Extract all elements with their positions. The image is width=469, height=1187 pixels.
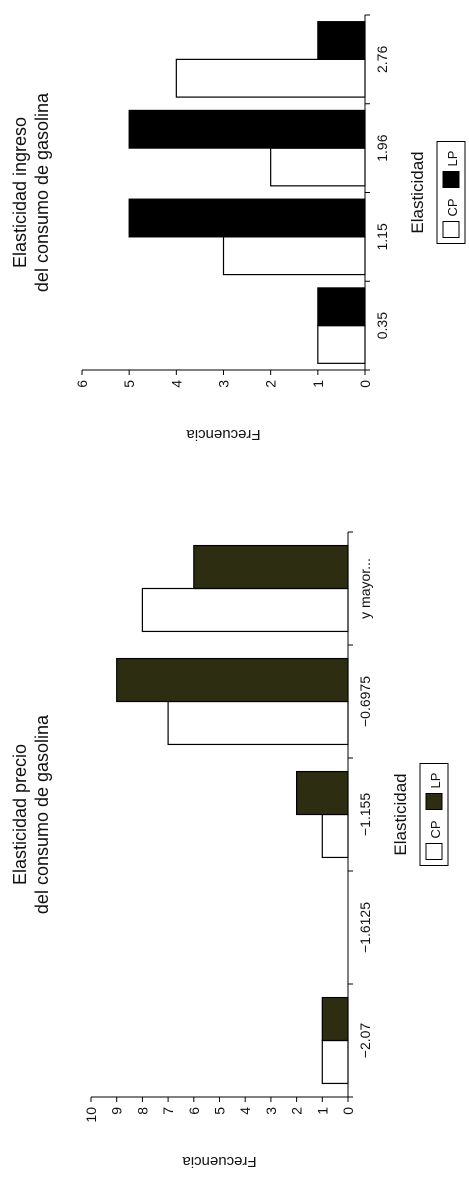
chart-1-legend-label-lp: LP xyxy=(445,151,460,167)
chart-1-bar-lp-4 xyxy=(317,21,366,60)
chart-1-bar-cp-1 xyxy=(317,325,366,364)
chart-1: Elasticidad ingreso del consumo de gasoli… xyxy=(10,14,466,443)
chart-2-bar-lp-5 xyxy=(193,544,349,590)
chart-2-ytick-label-3: 3 xyxy=(263,1107,279,1115)
chart-1-ytick-label-0: 0 xyxy=(357,380,373,388)
chart-2-legend-label-cp: CP xyxy=(428,820,443,838)
chart-2-ytick-label-5: 5 xyxy=(212,1107,228,1115)
chart-1-legend xyxy=(436,141,466,244)
chart-2-ytick-label-6: 6 xyxy=(186,1107,202,1115)
chart-1-ytick-label-6: 6 xyxy=(74,380,90,388)
chart-1-xlabel: Elasticidad xyxy=(408,151,427,233)
chart-2: Elasticidad precio del consumo de gasolin… xyxy=(10,531,449,1170)
chart-2-ytick-label-4: 4 xyxy=(237,1107,253,1115)
chart-2-ytick-label-2: 2 xyxy=(289,1107,305,1115)
chart-1-bar-lp-2 xyxy=(128,198,366,238)
chart-1-legend-swatch-cp xyxy=(442,221,460,238)
chart-2-category-label-1: −2.07 xyxy=(357,1023,373,1059)
chart-1-ytick-label-3: 3 xyxy=(216,380,232,388)
chart-2-bar-cp-5 xyxy=(141,587,349,633)
chart-2-legend-label-lp: LP xyxy=(428,773,443,789)
chart-1-category-label-3: 1.96 xyxy=(374,134,390,161)
chart-2-ytick-label-1: 1 xyxy=(314,1107,330,1115)
chart-2-category-label-3: −1.155 xyxy=(357,793,373,836)
chart-2-category-label-2: −1.6125 xyxy=(357,902,373,953)
chart-2-ytick-label-8: 8 xyxy=(134,1107,150,1115)
chart-2-bar-cp-4 xyxy=(167,700,349,746)
chart-2-bar-cp-1 xyxy=(321,1039,349,1085)
chart-1-bar-cp-4 xyxy=(175,58,366,98)
chart-1-bar-cp-2 xyxy=(222,236,366,276)
chart-2-legend-swatch-cp xyxy=(425,843,443,860)
chart-2-ytick-label-10: 10 xyxy=(83,1107,99,1123)
chart-2-legend xyxy=(419,763,449,866)
chart-2-bar-cp-3 xyxy=(321,813,349,859)
chart-2-bar-lp-3 xyxy=(296,770,349,816)
chart-2-ylabel: Frecuencia xyxy=(182,1153,257,1170)
chart-2-title: Elasticidad precio del consumo de gasolin… xyxy=(10,714,52,914)
chart-1-ytick-label-4: 4 xyxy=(168,380,184,388)
chart-2-bar-lp-4 xyxy=(116,657,349,703)
chart-1-ytick-label-1: 1 xyxy=(310,380,326,388)
chart-2-ytick-label-0: 0 xyxy=(340,1107,356,1115)
chart-1-category-label-2: 1.15 xyxy=(374,223,390,250)
chart-1-ytick-label-5: 5 xyxy=(121,380,137,388)
chart-1-legend-swatch-lp xyxy=(442,171,460,188)
chart-2-ytick-label-9: 9 xyxy=(109,1107,125,1115)
chart-2-xlabel: Elasticidad xyxy=(391,773,410,855)
chart-1-legend-label-cp: CP xyxy=(445,198,460,216)
chart-2-ytick-label-7: 7 xyxy=(160,1107,176,1115)
chart-1-category-label-1: 0.35 xyxy=(374,312,390,339)
chart-1-bar-cp-3 xyxy=(270,147,366,187)
chart-1-category-label-4: 2.76 xyxy=(374,46,390,73)
chart-2-bar-lp-1 xyxy=(321,996,349,1042)
chart-2-category-label-5: y mayor... xyxy=(357,558,373,619)
chart-1-title: Elasticidad ingreso del consumo de gasoli… xyxy=(10,92,52,292)
chart-1-ylabel: Frecuencia xyxy=(186,426,261,443)
chart-1-bar-lp-1 xyxy=(317,287,366,327)
chart-2-category-label-4: −0.6975 xyxy=(357,676,373,727)
chart-1-bar-lp-3 xyxy=(128,109,366,149)
chart-2-legend-swatch-lp xyxy=(425,793,443,810)
chart-1-ytick-label-2: 2 xyxy=(263,380,279,388)
